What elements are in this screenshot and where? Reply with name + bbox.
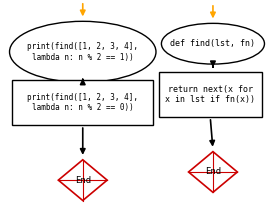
Bar (12, 80, 153, 125)
Ellipse shape (10, 21, 156, 82)
Text: End: End (205, 167, 221, 177)
Ellipse shape (161, 23, 264, 64)
Bar (159, 72, 262, 117)
Polygon shape (189, 152, 237, 192)
Text: End: End (75, 176, 91, 185)
Text: print(find([1, 2, 3, 4],
lambda n: n % 2 == 1)): print(find([1, 2, 3, 4], lambda n: n % 2… (27, 42, 138, 62)
Polygon shape (58, 160, 107, 201)
Text: def find(lst, fn): def find(lst, fn) (170, 39, 255, 48)
Text: return next(x for
x in lst if fn(x)): return next(x for x in lst if fn(x)) (165, 85, 255, 104)
Text: print(find([1, 2, 3, 4],
lambda n: n % 2 == 0)): print(find([1, 2, 3, 4], lambda n: n % 2… (27, 93, 138, 113)
